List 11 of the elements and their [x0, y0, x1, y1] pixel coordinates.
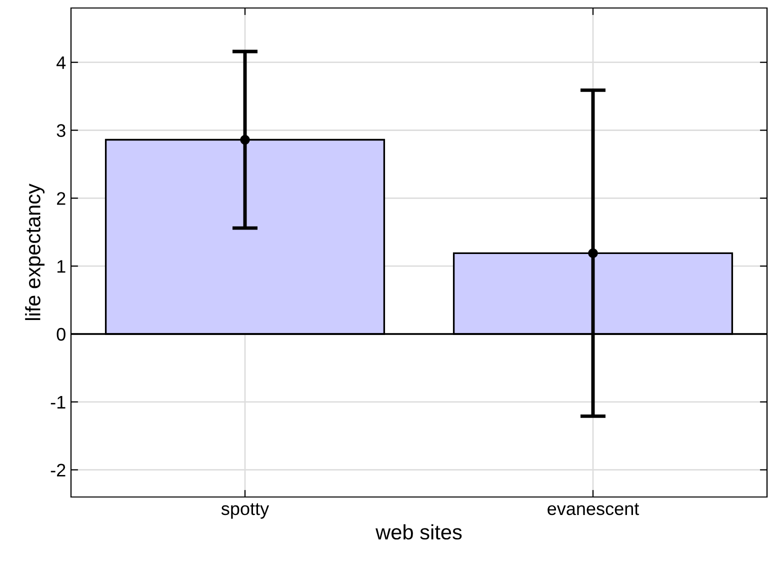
y-tick-label: -2 [50, 464, 66, 476]
x-tick-label: spotty [221, 503, 270, 519]
y-tick-label: -1 [50, 396, 66, 408]
y-tick-label: 1 [57, 260, 66, 273]
x-axis-title: web sites [376, 524, 462, 540]
y-tick-label: 0 [56, 328, 66, 341]
y-tick-label: 3 [56, 124, 66, 137]
y-axis-title: life expectancy [25, 184, 45, 320]
y-tick-label: 2 [57, 192, 66, 205]
y-tick-label: 4 [56, 56, 66, 69]
x-tick-label: evanescent [548, 503, 640, 516]
